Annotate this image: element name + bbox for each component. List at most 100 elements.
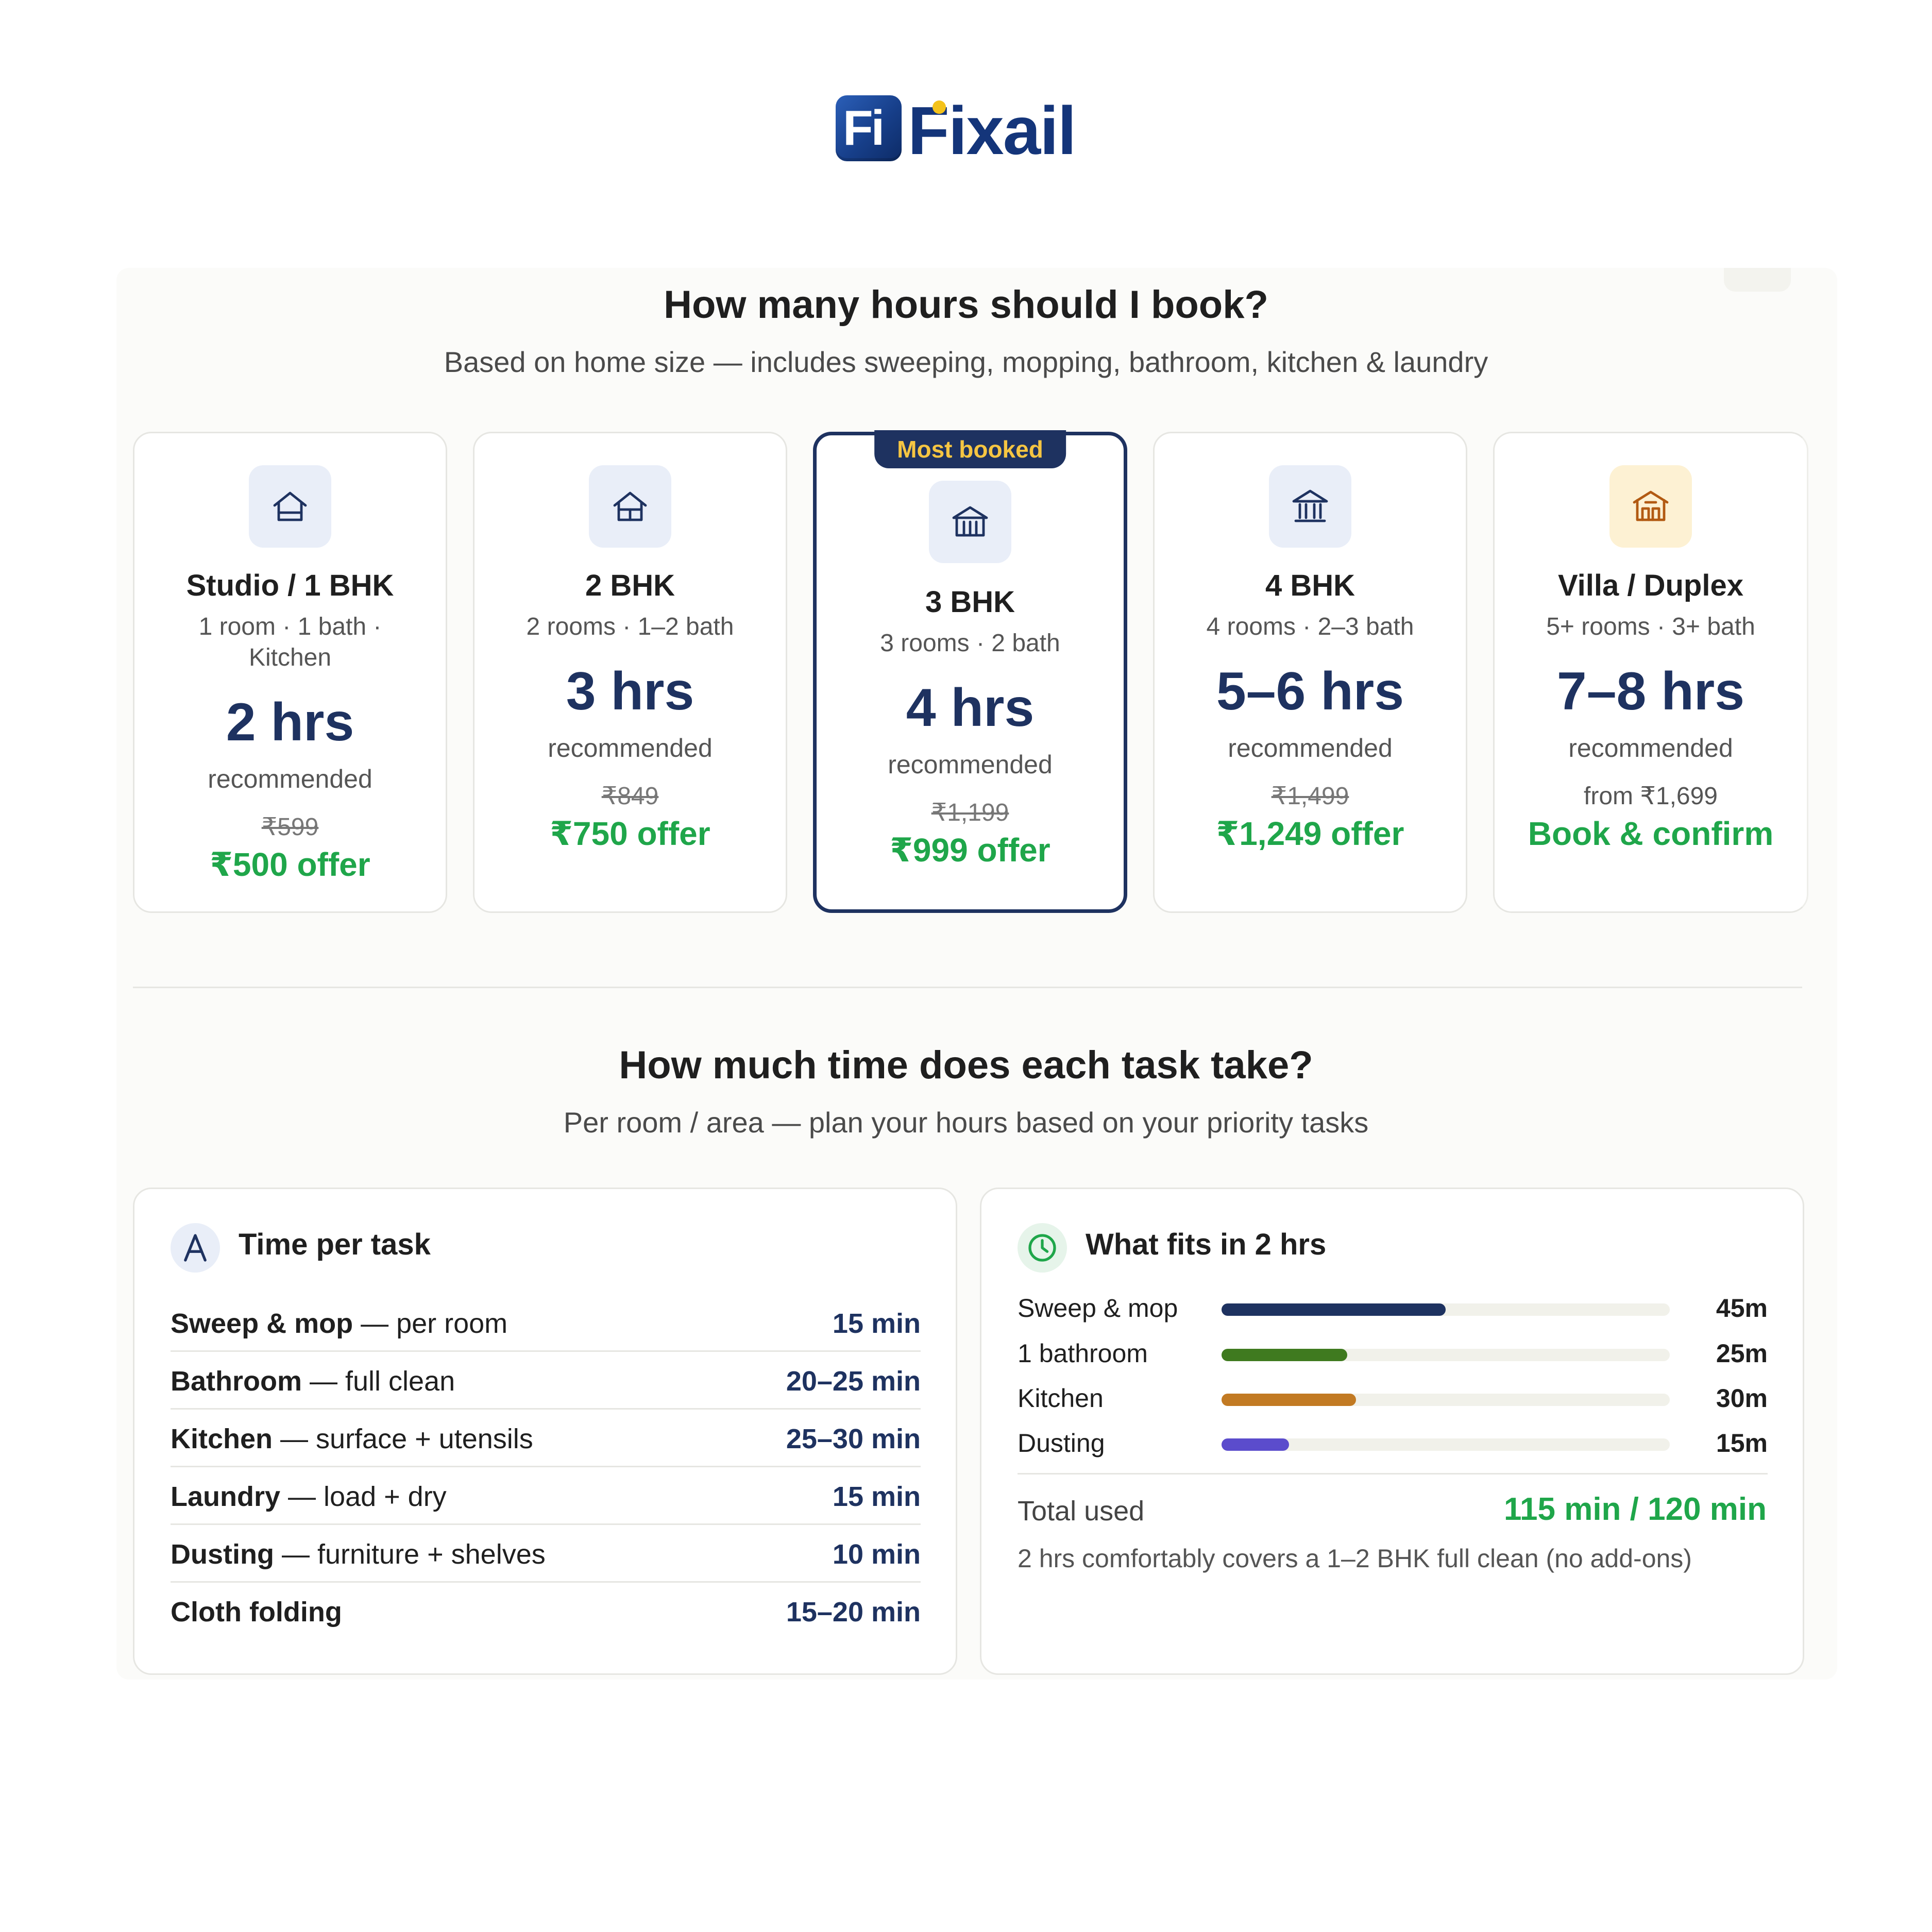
fit-track xyxy=(1222,1349,1670,1361)
task-name: Kitchen xyxy=(171,1423,273,1454)
hours-section-subtitle: Based on home size — includes sweeping, … xyxy=(444,346,1488,378)
fit-value: 15m xyxy=(1716,1429,1768,1458)
task-duration: 15–20 min xyxy=(786,1597,921,1628)
building-icon xyxy=(929,481,1011,563)
plan-hours: 7–8 hrs xyxy=(1556,662,1745,721)
task-name: Bathroom xyxy=(171,1366,302,1397)
fit-track xyxy=(1222,1303,1670,1316)
fit-label: 1 bathroom xyxy=(1018,1339,1148,1368)
fit-row: Dusting 15m xyxy=(1018,1424,1768,1465)
task-section-title: How much time does each task take? xyxy=(619,1043,1313,1087)
plan-offer[interactable]: ₹750 offer xyxy=(550,815,710,852)
fit-bar xyxy=(1222,1394,1356,1406)
what-fits-title: What fits in 2 hrs xyxy=(1086,1228,1327,1261)
task-name: Cloth folding xyxy=(171,1597,342,1628)
plan-card-villa[interactable]: Villa / Duplex 5+ rooms · 3+ bath 7–8 hr… xyxy=(1493,432,1808,913)
plan-old-price: ₹1,199 xyxy=(931,799,1009,826)
corner-tab xyxy=(1724,268,1791,292)
house-icon xyxy=(589,465,671,548)
plan-from-price: from ₹1,699 xyxy=(1584,783,1718,810)
fit-label: Dusting xyxy=(1018,1429,1105,1458)
plan-card-3bhk[interactable]: Most booked 3 BHK 3 rooms · 2 bath 4 hrs… xyxy=(813,430,1127,913)
plan-title: 4 BHK xyxy=(1265,569,1355,602)
section-divider xyxy=(133,987,1802,988)
logo-mark: Fi xyxy=(836,95,902,161)
fit-bar xyxy=(1222,1303,1446,1316)
plan-hours: 5–6 hrs xyxy=(1216,662,1404,721)
plan-offer[interactable]: ₹999 offer xyxy=(890,832,1050,869)
bank-building-icon xyxy=(1269,465,1351,548)
total-used-label: Total used xyxy=(1018,1496,1145,1527)
logo-dot xyxy=(933,100,946,114)
book-confirm-link[interactable]: Book & confirm xyxy=(1528,815,1774,852)
plan-recommended: recommended xyxy=(208,765,372,793)
plan-title: 2 BHK xyxy=(585,569,675,602)
most-booked-badge: Most booked xyxy=(874,430,1066,468)
task-detail: — per room xyxy=(353,1308,508,1339)
fit-bar xyxy=(1222,1438,1289,1451)
plan-old-price: ₹599 xyxy=(261,814,319,841)
villa-icon xyxy=(1609,465,1692,548)
plan-recommended: recommended xyxy=(1568,734,1733,762)
plan-offer[interactable]: ₹500 offer xyxy=(210,846,370,883)
time-per-task-title: Time per task xyxy=(239,1228,431,1261)
plan-desc: 1 room · 1 bath · xyxy=(198,613,382,640)
fit-track xyxy=(1222,1394,1670,1406)
total-used-value: 115 min / 120 min xyxy=(1503,1492,1767,1527)
brand-logo: Fi Fixail xyxy=(836,93,1098,168)
task-row: Bathroom — full clean 20–25 min xyxy=(171,1352,921,1410)
task-row: Laundry — load + dry 15 min xyxy=(171,1467,921,1525)
task-name: Dusting xyxy=(171,1539,274,1570)
plan-title: Villa / Duplex xyxy=(1558,569,1743,602)
fit-row: Kitchen 30m xyxy=(1018,1379,1768,1420)
fit-row: 1 bathroom 25m xyxy=(1018,1334,1768,1376)
plan-title: 3 BHK xyxy=(925,585,1015,619)
fit-value: 25m xyxy=(1716,1339,1768,1368)
fit-label: Sweep & mop xyxy=(1018,1294,1178,1323)
house-icon xyxy=(249,465,331,548)
plan-desc: 3 rooms · 2 bath xyxy=(880,630,1060,657)
what-fits-card: What fits in 2 hrs Sweep & mop 45m 1 bat… xyxy=(980,1188,1804,1675)
task-detail: — full clean xyxy=(302,1366,455,1397)
task-name: Sweep & mop xyxy=(171,1308,353,1339)
task-detail: — load + dry xyxy=(280,1481,447,1512)
plan-recommended: recommended xyxy=(1228,734,1393,762)
task-duration: 15 min xyxy=(832,1481,921,1512)
fit-bar xyxy=(1222,1349,1347,1361)
clock-icon xyxy=(1018,1223,1067,1273)
fit-value: 45m xyxy=(1716,1294,1768,1323)
coverage-note: 2 hrs comfortably covers a 1–2 BHK full … xyxy=(1018,1544,1692,1573)
task-row: Dusting — furniture + shelves 10 min xyxy=(171,1525,921,1583)
hours-section-title: How many hours should I book? xyxy=(664,283,1268,327)
fit-divider xyxy=(1018,1473,1768,1475)
fit-value: 30m xyxy=(1716,1384,1768,1413)
task-row: Kitchen — surface + utensils 25–30 min xyxy=(171,1410,921,1467)
plan-card-2bhk[interactable]: 2 BHK 2 rooms · 1–2 bath 3 hrs recommend… xyxy=(473,432,787,913)
plan-card-4bhk[interactable]: 4 BHK 4 rooms · 2–3 bath 5–6 hrs recomme… xyxy=(1153,432,1467,913)
plan-old-price: ₹1,499 xyxy=(1271,783,1349,810)
fit-track xyxy=(1222,1438,1670,1451)
plan-desc: 2 rooms · 1–2 bath xyxy=(526,613,734,640)
fit-row: Sweep & mop 45m xyxy=(1018,1289,1768,1330)
plan-desc: 5+ rooms · 3+ bath xyxy=(1546,613,1755,640)
plan-recommended: recommended xyxy=(548,734,713,762)
time-per-task-card: Time per task Sweep & mop — per room 15 … xyxy=(133,1188,957,1675)
logo-mark-text: Fi xyxy=(843,100,885,156)
plan-hours: 3 hrs xyxy=(566,662,694,721)
task-detail: — furniture + shelves xyxy=(274,1539,546,1570)
fit-label: Kitchen xyxy=(1018,1384,1104,1413)
plan-hours: 4 hrs xyxy=(906,678,1035,738)
task-duration: 20–25 min xyxy=(786,1366,921,1397)
task-duration: 25–30 min xyxy=(786,1423,921,1454)
letter-a-icon xyxy=(171,1223,220,1273)
plan-title: Studio / 1 BHK xyxy=(186,569,394,602)
plan-card-studio[interactable]: Studio / 1 BHK 1 room · 1 bath · Kitchen… xyxy=(133,432,447,913)
task-duration: 15 min xyxy=(832,1308,921,1339)
task-duration: 10 min xyxy=(832,1539,921,1570)
task-name: Laundry xyxy=(171,1481,281,1512)
plan-offer[interactable]: ₹1,249 offer xyxy=(1216,815,1404,852)
plan-hours: 2 hrs xyxy=(226,692,354,752)
task-row: Cloth folding 15–20 min xyxy=(171,1583,921,1640)
task-section-subtitle: Per room / area — plan your hours based … xyxy=(563,1106,1369,1139)
task-detail: — surface + utensils xyxy=(273,1423,533,1454)
